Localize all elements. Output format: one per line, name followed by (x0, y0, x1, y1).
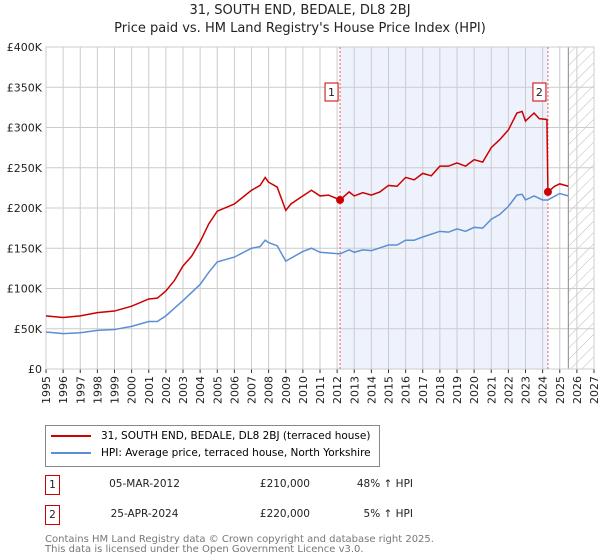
x-tick-label: 2013 (348, 376, 361, 404)
x-tick-label: 1995 (40, 376, 53, 404)
x-tick-label: 2024 (537, 376, 550, 404)
legend-label-hpi: HPI: Average price, terraced house, Nort… (101, 447, 371, 459)
transaction-marker: 1 (45, 475, 60, 495)
x-tick-label: 2008 (263, 376, 276, 404)
x-tick-label: 2012 (331, 376, 344, 404)
x-tick-label: 1997 (74, 376, 87, 404)
legend-swatch-price (51, 435, 91, 437)
x-tick-label: 2018 (434, 376, 447, 404)
x-tick-label: 2000 (126, 376, 139, 404)
sale-label: 1 (328, 86, 335, 99)
x-tick-label: 2001 (143, 376, 156, 404)
x-tick-label: 2004 (194, 376, 207, 404)
legend-label-price: 31, SOUTH END, BEDALE, DL8 2BJ (terraced… (101, 430, 371, 442)
sale-point (336, 195, 345, 204)
transaction-price: £220,000 (259, 508, 310, 520)
x-tick-label: 2003 (177, 376, 190, 404)
transaction-price: £210,000 (259, 478, 310, 490)
legend-swatch-hpi (51, 452, 91, 454)
hpi-line (45, 192, 569, 335)
transaction-date: 05-MAR-2012 (109, 478, 180, 490)
y-tick-label: £50K (14, 323, 43, 336)
x-tick-label: 1996 (57, 376, 70, 404)
x-tick-label: 2007 (246, 376, 259, 404)
x-tick-label: 2006 (228, 376, 241, 404)
x-tick-label: 2005 (211, 376, 224, 404)
y-tick-label: £300K (7, 122, 43, 135)
x-tick-label: 2009 (280, 376, 293, 404)
x-tick-label: 2015 (383, 376, 396, 404)
transaction-marker: 2 (45, 505, 60, 525)
y-tick-label: £200K (7, 202, 43, 215)
x-tick-label: 2020 (468, 376, 481, 404)
x-tick-label: 2011 (314, 376, 327, 404)
y-tick-label: £150K (7, 242, 43, 255)
price-paid-line (45, 110, 569, 319)
transaction-hpi: 48% ↑ HPI (356, 478, 413, 490)
x-tick-label: 2002 (160, 376, 173, 404)
x-tick-label: 2017 (417, 376, 430, 404)
chart-title: 31, SOUTH END, BEDALE, DL8 2BJ (189, 3, 411, 18)
legend-item-price: 31, SOUTH END, BEDALE, DL8 2BJ (terraced… (51, 430, 370, 442)
transaction-row: 1 05-MAR-2012 £210,000 48% ↑ HPI (45, 475, 413, 495)
x-tick-label: 2025 (554, 376, 567, 404)
footer-license: This data is licensed under the Open Gov… (45, 544, 364, 555)
x-tick-label: 2010 (297, 376, 310, 404)
x-tick-label: 2016 (400, 376, 413, 404)
legend-item-hpi: HPI: Average price, terraced house, Nort… (51, 447, 371, 459)
legend: 31, SOUTH END, BEDALE, DL8 2BJ (terraced… (45, 425, 380, 467)
y-tick-label: £100K (7, 283, 43, 296)
chart-svg: 1995 1996 1997 1998 1999 2000 2001 2002 2003 2004… (7, 41, 600, 404)
x-tick-label: 1999 (109, 376, 122, 404)
plot-frame (45, 46, 595, 370)
footer-copyright: Contains HM Land Registry data © Crown c… (45, 534, 434, 545)
x-tick-label: 2027 (588, 376, 600, 404)
x-tick-label: 2023 (520, 376, 533, 404)
x-tick-label: 2019 (451, 376, 464, 404)
sale-point (543, 187, 552, 196)
x-tick-label: 2026 (571, 376, 584, 404)
transaction-date: 25-APR-2024 (110, 508, 179, 520)
y-tick-label: £400K (7, 41, 43, 54)
sale-label-box (532, 82, 547, 102)
x-tick-label: 2022 (502, 376, 515, 404)
transaction-hpi: 5% ↑ HPI (363, 508, 413, 520)
x-tick-label: 1998 (91, 376, 104, 404)
transaction-row: 2 25-APR-2024 £220,000 5% ↑ HPI (45, 505, 413, 525)
chart-subtitle: Price paid vs. HM Land Registry's House … (114, 21, 486, 36)
y-tick-label: £350K (7, 81, 43, 94)
sale-label: 2 (536, 86, 543, 99)
x-tick-label: 2021 (485, 376, 498, 404)
y-tick-label: £0 (28, 363, 42, 376)
x-tick-label: 2014 (365, 376, 378, 404)
y-tick-label: £250K (7, 162, 43, 175)
sale-label-box (324, 82, 339, 102)
